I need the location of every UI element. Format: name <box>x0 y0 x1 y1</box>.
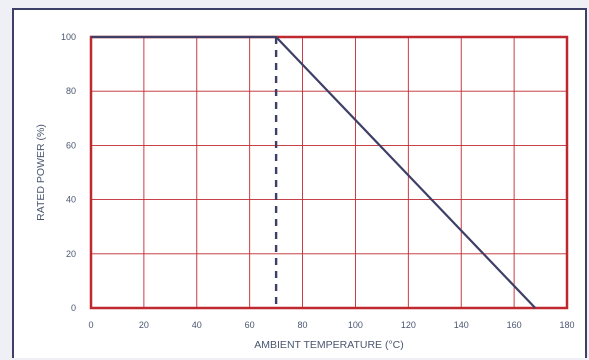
x-tick-label: 100 <box>348 320 363 330</box>
x-tick-label: 40 <box>192 320 202 330</box>
x-tick-label: 140 <box>454 320 469 330</box>
y-axis-label: RATED POWER (%) <box>35 124 47 221</box>
y-tick-label: 100 <box>61 32 76 42</box>
y-tick-label: 0 <box>71 303 76 313</box>
y-tick-label: 60 <box>66 140 76 150</box>
x-tick-label: 0 <box>88 320 93 330</box>
y-tick-label: 40 <box>66 195 76 205</box>
y-tick-label: 20 <box>66 249 76 259</box>
x-tick-labels: 0 20 40 60 80 100 120 140 160 180 <box>88 320 574 330</box>
x-axis-label: AMBIENT TEMPERATURE (°C) <box>254 339 403 351</box>
x-tick-label: 60 <box>245 320 255 330</box>
x-tick-label: 180 <box>559 320 574 330</box>
derating-chart: 0 20 40 60 80 100 120 140 160 180 0 20 40 60 80 100 AM… <box>14 10 589 360</box>
series-layer <box>91 37 535 308</box>
chart-panel: 0 20 40 60 80 100 120 140 160 180 0 20 40 60 80 100 AM… <box>12 8 587 358</box>
x-tick-label: 120 <box>401 320 416 330</box>
x-tick-label: 20 <box>139 320 149 330</box>
x-tick-label: 160 <box>507 320 522 330</box>
y-tick-labels: 0 20 40 60 80 100 <box>61 32 76 313</box>
x-tick-label: 80 <box>298 320 308 330</box>
series-line <box>91 37 535 308</box>
y-tick-label: 80 <box>66 86 76 96</box>
